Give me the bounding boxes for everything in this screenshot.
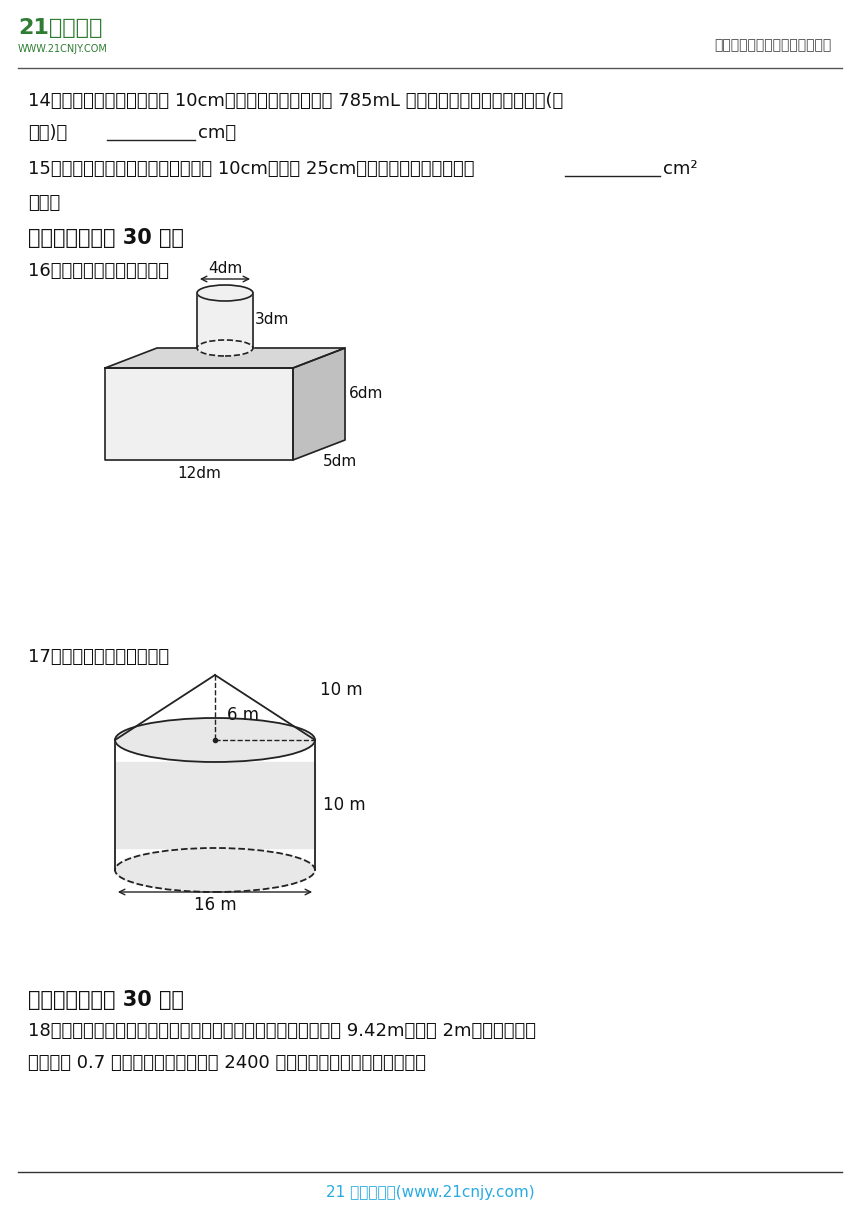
Polygon shape [105, 368, 293, 460]
Text: 3dm: 3dm [255, 313, 289, 327]
Text: 4dm: 4dm [208, 261, 243, 276]
Text: 14．一个圆柱形水杯的高是 10cm，若这个水杯最多能装 785mL 的水，则这个水杯的底面半径(内: 14．一个圆柱形水杯的高是 10cm，若这个水杯最多能装 785mL 的水，则这… [28, 92, 563, 109]
Polygon shape [293, 348, 345, 460]
Text: 21 世纪教育网(www.21cnjy.com): 21 世纪教育网(www.21cnjy.com) [326, 1186, 534, 1200]
Text: 10 m: 10 m [323, 796, 366, 814]
Text: 6 m: 6 m [227, 706, 259, 724]
Text: 纸板。: 纸板。 [28, 195, 60, 212]
Text: 21世纪教育: 21世纪教育 [18, 18, 102, 38]
Text: 12dm: 12dm [177, 466, 221, 482]
Text: 米小麦重 0.7 吨，每吨小麦的售价为 2400 元，那么这堆小麦能卖多少钱？: 米小麦重 0.7 吨，每吨小麦的售价为 2400 元，那么这堆小麦能卖多少钱？ [28, 1054, 426, 1073]
Text: cm²: cm² [663, 161, 697, 178]
Text: 五、解答题（共 30 分）: 五、解答题（共 30 分） [28, 990, 184, 1010]
Polygon shape [115, 762, 315, 848]
Text: 四、计算题（共 30 分）: 四、计算题（共 30 分） [28, 229, 184, 248]
Text: 10 m: 10 m [320, 681, 363, 699]
Text: 16．计算下面图形的体积。: 16．计算下面图形的体积。 [28, 261, 169, 280]
Text: 5dm: 5dm [323, 454, 357, 469]
Text: WWW.21CNJY.COM: WWW.21CNJY.COM [18, 44, 108, 54]
Text: 16 m: 16 m [194, 896, 236, 914]
Text: 部量)是: 部量)是 [28, 124, 67, 142]
Ellipse shape [115, 717, 315, 762]
Polygon shape [197, 293, 253, 348]
Text: cm。: cm。 [198, 124, 237, 142]
Text: 18．张伯伯家有一堆小麦，堆成了圆锥形，量得它的底面周长是 9.42m，高是 2m。如果每立方: 18．张伯伯家有一堆小麦，堆成了圆锥形，量得它的底面周长是 9.42m，高是 2… [28, 1021, 536, 1040]
Polygon shape [105, 348, 345, 368]
Text: 6dm: 6dm [349, 387, 384, 401]
Text: 17．计算下面图形的体积。: 17．计算下面图形的体积。 [28, 648, 169, 666]
Ellipse shape [197, 285, 253, 302]
Ellipse shape [115, 848, 315, 893]
Text: 中小学教育资源及组卷应用平台: 中小学教育资源及组卷应用平台 [715, 38, 832, 52]
Text: 15．一个圆柱形茶叶桶的底面直径是 10cm，高是 25cm，做这个茶叶桶至少要用: 15．一个圆柱形茶叶桶的底面直径是 10cm，高是 25cm，做这个茶叶桶至少要… [28, 161, 475, 178]
Ellipse shape [197, 340, 253, 356]
